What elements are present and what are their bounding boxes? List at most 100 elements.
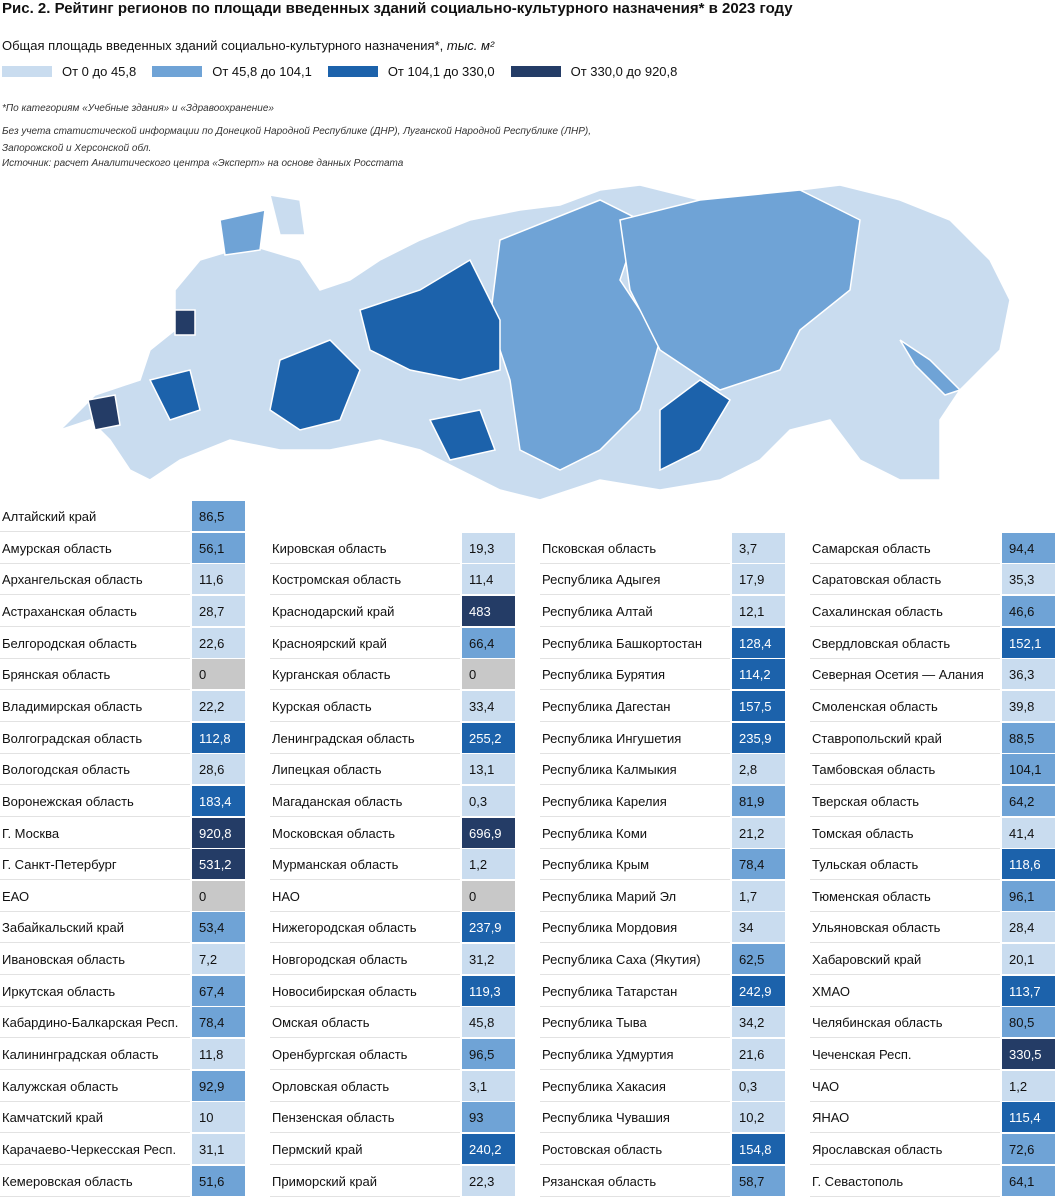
region-name: Тамбовская область (810, 754, 1000, 786)
region-name: Сахалинская область (810, 596, 1000, 627)
region-value: 3,1 (462, 1070, 515, 1102)
region-value: 67,4 (192, 975, 245, 1007)
legend: От 0 до 45,8 От 45,8 до 104,1 От 104,1 до … (2, 64, 677, 79)
region-name: Ярославская область (810, 1134, 1000, 1165)
subtitle-text: Общая площадь введенных зданий социально… (2, 38, 444, 53)
region-name: Республика Башкортостан (540, 628, 730, 659)
region (268, 194, 306, 236)
region-value: 72,6 (1002, 1134, 1055, 1165)
region-value: 20,1 (1002, 944, 1055, 976)
region-value: 1,2 (1002, 1070, 1055, 1102)
region-value: 118,6 (1002, 849, 1055, 881)
region-name: Магаданская область (270, 786, 460, 817)
region-value: 483 (462, 595, 515, 627)
region-name: Республика Тыва (540, 1007, 730, 1039)
region (659, 379, 732, 472)
region-value: 41,4 (1002, 817, 1055, 849)
region-value: 154,8 (732, 1134, 785, 1165)
region-name: Рязанская область (540, 1166, 730, 1197)
region-name: Псковская область (540, 533, 730, 564)
region-name: Приморский край (270, 1166, 460, 1197)
region-name: Г. Санкт-Петербург (0, 849, 190, 881)
region-name: Челябинская область (810, 1007, 1000, 1039)
region-value: 255,2 (462, 722, 515, 754)
region-value: 696,9 (462, 817, 515, 849)
region-name: Ленинградская область (270, 723, 460, 754)
region-name: Брянская область (0, 659, 190, 691)
region-value: 1,2 (462, 849, 515, 881)
region-name: Владимирская область (0, 691, 190, 722)
region-value: 128,4 (732, 627, 785, 659)
exclusion-note: Без учета статистической информации по Д… (2, 126, 591, 154)
region-value: 183,4 (192, 785, 245, 817)
region-name: Республика Карелия (540, 786, 730, 817)
legend-item: От 45,8 до 104,1 (152, 64, 312, 79)
region-value: 2,8 (732, 754, 785, 786)
region-value: 3,7 (732, 532, 785, 564)
subtitle: Общая площадь введенных зданий социально… (2, 38, 494, 53)
region-value: 66,4 (462, 627, 515, 659)
region-value: 58,7 (732, 1165, 785, 1197)
region-value: 531,2 (192, 849, 245, 881)
region-value: 45,8 (462, 1007, 515, 1039)
legend-swatch (152, 66, 203, 77)
region-name: Мурманская область (270, 849, 460, 881)
region-value: 11,4 (462, 564, 515, 596)
region-value: 94,4 (1002, 532, 1055, 564)
region-name: ЕАО (0, 881, 190, 912)
region-name: ХМАО (810, 976, 1000, 1007)
region-name: Республика Крым (540, 849, 730, 881)
region-name: Курганская область (270, 659, 460, 691)
region (359, 258, 501, 381)
legend-swatch (327, 66, 378, 77)
region-name: Томская область (810, 818, 1000, 849)
region-value: 81,9 (732, 785, 785, 817)
region-name: Костромская область (270, 564, 460, 596)
region-value: 21,2 (732, 817, 785, 849)
region-name: Астраханская область (0, 596, 190, 627)
region-value: 13,1 (462, 754, 515, 786)
legend-label: От 330,0 до 920,8 (570, 64, 678, 79)
region-name: Республика Дагестан (540, 691, 730, 722)
region-value: 119,3 (462, 975, 515, 1007)
region-value: 12,1 (732, 595, 785, 627)
region-value: 62,5 (732, 944, 785, 976)
region-name: Республика Марий Эл (540, 881, 730, 912)
region (428, 409, 497, 461)
region-name: Ставропольский край (810, 723, 1000, 754)
region-name: Тюменская область (810, 881, 1000, 912)
region-name: Белгородская область (0, 628, 190, 659)
region-value: 46,6 (1002, 595, 1055, 627)
region-value: 1,7 (732, 880, 785, 912)
region-name: Новгородская область (270, 944, 460, 976)
region (174, 309, 196, 336)
region-value: 92,9 (192, 1070, 245, 1102)
region-name: Липецкая область (270, 754, 460, 786)
region-name: Чеченская Респ. (810, 1039, 1000, 1071)
region-value: 17,9 (732, 564, 785, 596)
region-name: Тульская область (810, 849, 1000, 881)
region-value: 0,3 (462, 785, 515, 817)
region-name: Республика Коми (540, 818, 730, 849)
region-name: Вологодская область (0, 754, 190, 786)
region-name: Республика Саха (Якутия) (540, 944, 730, 976)
region-name: Свердловская область (810, 628, 1000, 659)
region-value: 11,6 (192, 564, 245, 596)
unit: тыс. м² (446, 38, 495, 53)
region-value: 113,7 (1002, 975, 1055, 1007)
region-value: 330,5 (1002, 1039, 1055, 1071)
region (87, 394, 121, 431)
region-name: Кемеровская область (0, 1166, 190, 1197)
region-value: 10 (192, 1102, 245, 1134)
region-name: Курская область (270, 691, 460, 722)
source: Источник: расчет Аналитического центра «… (2, 158, 404, 169)
region-value: 115,4 (1002, 1102, 1055, 1134)
region-value: 920,8 (192, 817, 245, 849)
region-value: 78,4 (732, 849, 785, 881)
region-name: Иркутская область (0, 976, 190, 1007)
region-name: Ивановская область (0, 944, 190, 976)
region-value: 104,1 (1002, 754, 1055, 786)
region-name: Республика Чувашия (540, 1102, 730, 1134)
legend-item: От 0 до 45,8 (2, 64, 136, 79)
